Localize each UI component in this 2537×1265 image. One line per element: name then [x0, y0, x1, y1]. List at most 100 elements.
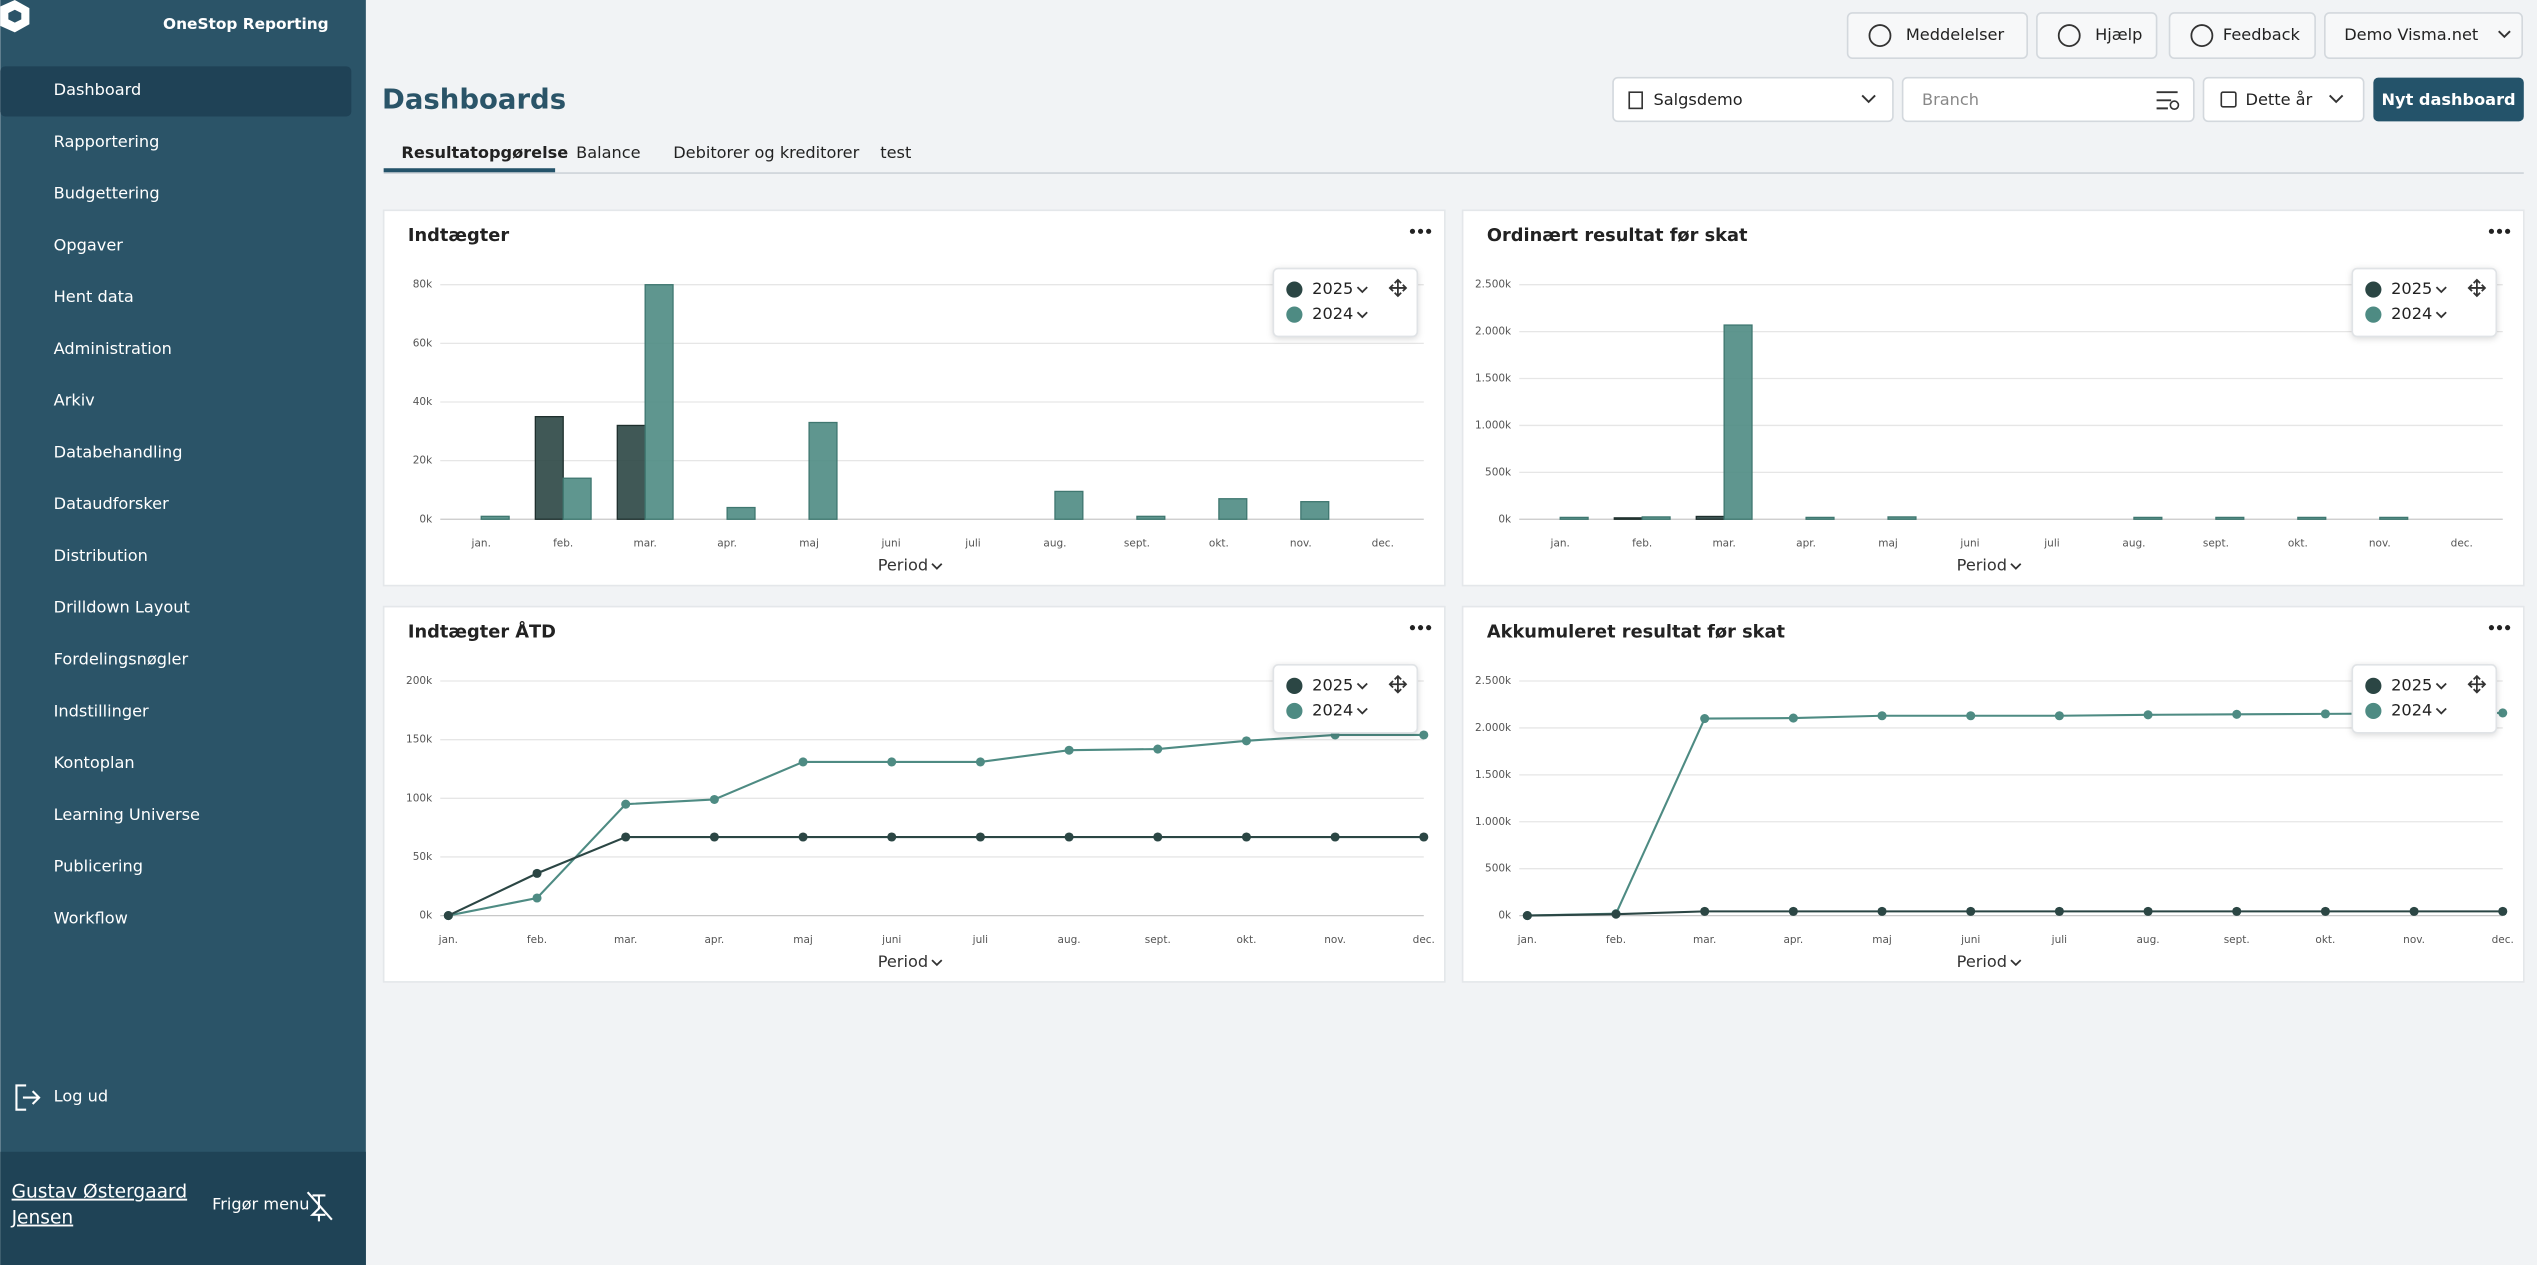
x-axis-label[interactable]: Period — [1957, 952, 2007, 971]
tab[interactable]: Balance — [576, 143, 640, 162]
point — [1700, 714, 1710, 724]
nav-item[interactable]: Rapportering — [54, 132, 160, 151]
nav-item[interactable]: Fordelingsnøgler — [54, 650, 189, 669]
menu-dot[interactable] — [1417, 625, 1424, 631]
logout[interactable]: Log ud — [54, 1086, 109, 1105]
period-select[interactable] — [2202, 76, 2365, 123]
nav-item[interactable]: Opgaver — [54, 235, 124, 254]
chevron-icon — [2010, 959, 2022, 967]
x-axis-label[interactable]: Period — [1957, 556, 2007, 575]
nav-item[interactable]: Distribution — [54, 546, 148, 565]
point — [975, 757, 985, 767]
x-tick-label: apr. — [717, 538, 737, 550]
move-icon[interactable] — [2467, 674, 2487, 694]
y-tick-label: 0k — [419, 910, 433, 922]
legend-label[interactable]: 2024 — [2391, 304, 2432, 323]
legend-label[interactable]: 2024 — [1312, 304, 1353, 323]
menu-dot[interactable] — [2496, 228, 2503, 234]
x-axis-label[interactable]: Period — [878, 556, 928, 575]
point — [887, 832, 897, 842]
header-button[interactable] — [2168, 12, 2316, 60]
nav-item[interactable]: Kontoplan — [54, 753, 135, 772]
point — [2054, 906, 2064, 916]
nav-item[interactable]: Arkiv — [54, 391, 96, 410]
legend-label[interactable]: 2025 — [2391, 279, 2432, 298]
chart-title: Akkumuleret resultat før skat — [1487, 622, 1786, 643]
unpin-menu[interactable]: Frigør menu — [212, 1195, 309, 1214]
legend-label[interactable]: 2025 — [1312, 675, 1353, 694]
header-button[interactable] — [2036, 12, 2158, 60]
x-tick-label: nov. — [2369, 538, 2391, 550]
legend-swatch — [2365, 306, 2382, 323]
legend-label[interactable]: 2025 — [2391, 675, 2432, 694]
menu-dot[interactable] — [1409, 625, 1416, 631]
legend — [2351, 267, 2498, 338]
chart-title: Ordinært resultat før skat — [1487, 225, 1748, 246]
y-tick-label: 2.000k — [1475, 722, 1512, 734]
move-icon[interactable] — [2467, 278, 2487, 298]
chevron-icon — [2328, 94, 2344, 104]
y-tick-label: 150k — [406, 734, 433, 746]
tab[interactable]: Resultatopgørelse — [401, 143, 568, 162]
legend-label[interactable]: 2025 — [1312, 279, 1353, 298]
legend-swatch — [1286, 702, 1303, 720]
user-name[interactable]: Gustav Østergaard — [12, 1182, 188, 1203]
chevron-icon — [2435, 311, 2447, 319]
nav-item[interactable]: Databehandling — [54, 442, 183, 461]
tab[interactable]: test — [880, 143, 911, 162]
x-tick-label: nov. — [1290, 538, 1312, 550]
menu-dot[interactable] — [2505, 228, 2511, 234]
menu-dot[interactable] — [2505, 625, 2511, 631]
user-panel — [0, 1151, 366, 1265]
nav-item[interactable]: Learning Universe — [54, 805, 200, 824]
chevron-icon — [1861, 94, 1876, 104]
legend-swatch — [2365, 702, 2382, 720]
y-tick-label: 20k — [413, 455, 433, 467]
header-button[interactable] — [1846, 12, 2028, 60]
nav-item[interactable]: Drilldown Layout — [54, 598, 190, 617]
point — [1700, 906, 1710, 916]
chevron-icon — [2435, 286, 2447, 294]
x-tick-label: okt. — [2288, 538, 2308, 550]
legend-label[interactable]: 2024 — [2391, 700, 2432, 719]
user-name[interactable]: Jensen — [11, 1208, 74, 1229]
y-tick-label: 500k — [1485, 863, 1512, 875]
chevron-icon — [931, 959, 943, 967]
nav-item[interactable]: Publicering — [54, 857, 143, 876]
nav-item[interactable]: Dashboard — [54, 80, 142, 99]
nav-item[interactable]: Workflow — [54, 908, 128, 927]
x-tick-label: okt. — [2315, 934, 2335, 946]
menu-dot[interactable] — [1417, 228, 1424, 234]
x-tick-label: mar. — [1712, 538, 1735, 550]
nav-item[interactable]: Dataudforsker — [54, 494, 169, 513]
menu-dot[interactable] — [2488, 228, 2495, 234]
chevron-icon — [2010, 563, 2022, 570]
tab[interactable]: Debitorer og kreditorer — [673, 143, 859, 162]
nav-item[interactable]: Budgettering — [54, 184, 160, 203]
menu-dot[interactable] — [1409, 228, 1416, 234]
x-tick-label: dec. — [1413, 934, 1435, 946]
bar — [1218, 498, 1248, 520]
company-select[interactable] — [1612, 76, 1894, 123]
x-tick-label: juli — [2043, 538, 2059, 550]
menu-dot[interactable] — [1426, 625, 1432, 631]
menu-dot[interactable] — [2488, 625, 2495, 631]
point — [2143, 710, 2153, 720]
x-axis-label[interactable]: Period — [878, 952, 928, 971]
x-tick-label: feb. — [527, 934, 547, 946]
chevron-icon — [931, 563, 943, 570]
nav-item[interactable]: Hent data — [54, 287, 134, 306]
branch-input[interactable] — [1901, 76, 2195, 123]
legend-label[interactable]: 2024 — [1312, 700, 1353, 719]
menu-dot[interactable] — [2496, 625, 2503, 631]
nav-item[interactable]: Administration — [54, 339, 172, 358]
header-button[interactable] — [2324, 12, 2523, 60]
new-dashboard-button[interactable] — [2373, 77, 2524, 122]
move-icon[interactable] — [1388, 278, 1408, 298]
move-icon[interactable] — [1388, 674, 1408, 694]
menu-dot[interactable] — [1426, 228, 1432, 234]
point — [1241, 832, 1251, 842]
nav-item[interactable]: Indstillinger — [54, 701, 149, 720]
bar — [644, 284, 674, 520]
